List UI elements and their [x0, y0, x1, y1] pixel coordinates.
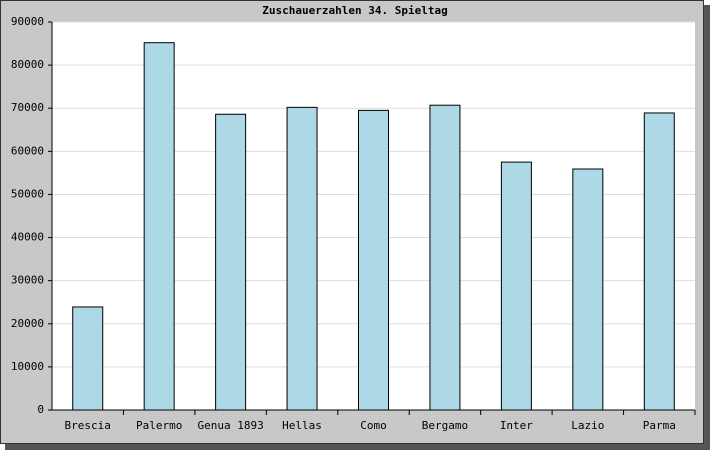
bar	[286, 106, 318, 411]
y-tick-label: 30000	[11, 274, 44, 287]
bar	[215, 113, 247, 411]
y-tick-label: 70000	[11, 101, 44, 114]
y-tick-label: 20000	[11, 317, 44, 330]
x-tick-label: Hellas	[282, 419, 322, 432]
x-tick-label: Parma	[643, 419, 676, 432]
bar	[143, 42, 175, 411]
x-tick-label: Bergamo	[422, 419, 468, 432]
x-tick-label: Como	[360, 419, 387, 432]
bar	[72, 306, 104, 411]
y-tick-label: 50000	[11, 187, 44, 200]
x-tick-label: Lazio	[571, 419, 604, 432]
y-tick-label: 90000	[11, 15, 44, 28]
bar	[643, 112, 675, 411]
y-tick-label: 60000	[11, 144, 44, 157]
y-tick-label: 0	[37, 403, 44, 416]
x-tick-label: Brescia	[65, 419, 111, 432]
bar	[500, 161, 532, 411]
chart-title: Zuschauerzahlen 34. Spieltag	[262, 4, 447, 17]
bar	[358, 109, 389, 411]
y-tick-label: 80000	[11, 58, 44, 71]
y-tick-label: 10000	[11, 360, 44, 373]
y-tick-label: 40000	[11, 231, 44, 244]
bar	[572, 168, 604, 411]
x-tick-label: Palermo	[136, 419, 182, 432]
x-tick-label: Genua 1893	[197, 419, 263, 432]
bar	[429, 104, 461, 411]
x-tick-label: Inter	[500, 419, 533, 432]
